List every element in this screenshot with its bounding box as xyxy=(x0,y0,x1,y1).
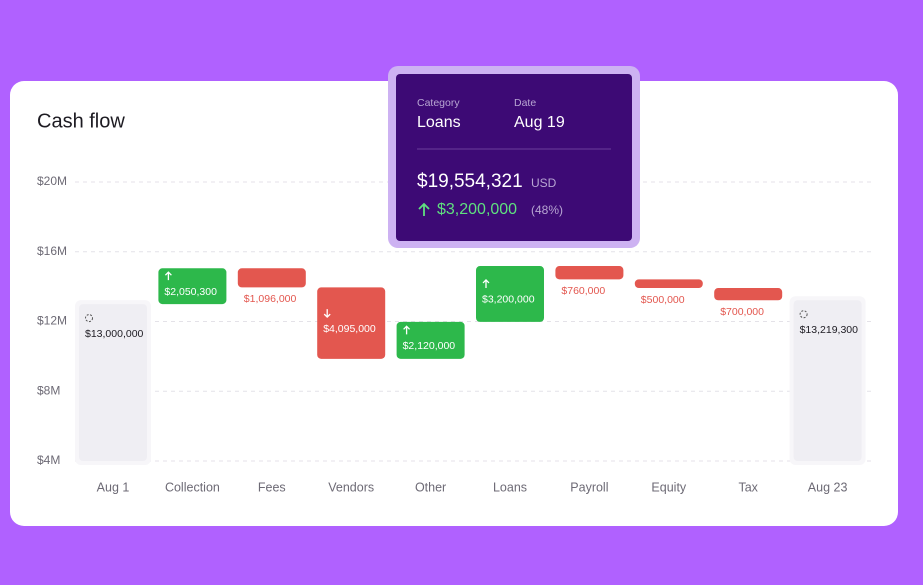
value-label: $760,000 xyxy=(561,285,605,297)
bar xyxy=(396,321,465,359)
x-tick-label: Vendors xyxy=(328,480,374,494)
bar xyxy=(714,288,783,301)
y-tick-label: $12M xyxy=(37,314,67,328)
chart-title: Cash flow xyxy=(37,110,125,132)
x-tick-label: Aug 23 xyxy=(808,480,848,494)
arrow-icon xyxy=(323,309,331,319)
tooltip-change: $3,200,000 xyxy=(437,201,517,218)
value-label: $3,200,000 xyxy=(482,294,535,306)
tooltip-arrow xyxy=(418,202,430,216)
tooltip-currency: USD xyxy=(531,176,557,190)
bar xyxy=(317,287,386,359)
total-icon xyxy=(85,314,93,323)
tooltip: Category Loans Date Aug 19 $19,554,321 U… xyxy=(388,66,640,248)
value-label: $13,219,300 xyxy=(800,324,859,336)
bar xyxy=(634,279,703,289)
x-tick-label: Fees xyxy=(258,480,286,494)
card xyxy=(10,81,898,526)
y-tick-label: $16M xyxy=(37,244,67,258)
x-tick-label: Collection xyxy=(165,480,220,494)
bar xyxy=(476,266,544,322)
bar xyxy=(237,268,306,288)
total-bar xyxy=(79,304,147,461)
y-tick-label: $4M xyxy=(37,453,60,467)
tooltip-change-pct: (48%) xyxy=(531,203,563,217)
tooltip-category: Loans xyxy=(417,114,461,131)
x-tick-label: Aug 1 xyxy=(97,480,130,494)
value-label: $2,050,300 xyxy=(164,286,217,298)
arrow-icon xyxy=(403,325,411,335)
tooltip-box xyxy=(396,74,632,241)
tooltip-category-label: Category xyxy=(417,97,460,109)
y-tick-label: $20M xyxy=(37,174,67,188)
total-icon xyxy=(799,310,808,319)
bar xyxy=(158,268,227,305)
total-bar xyxy=(793,300,862,461)
bar xyxy=(555,266,624,280)
arrow-icon xyxy=(164,271,172,281)
value-label: $2,120,000 xyxy=(403,340,456,352)
x-tick-label: Other xyxy=(415,480,446,494)
plot: $4M $8M $12M $16M $20M Aug 1 $13,000,000 Collec… xyxy=(37,174,872,494)
x-tick-label: Loans xyxy=(493,480,527,494)
tooltip-date-label: Date xyxy=(514,97,536,109)
value-label: $13,000,000 xyxy=(85,328,144,340)
y-tick-label: $8M xyxy=(37,383,60,397)
x-tick-label: Payroll xyxy=(570,480,608,494)
value-label: $500,000 xyxy=(641,294,685,306)
value-label: $1,096,000 xyxy=(244,293,297,305)
tooltip-date: Aug 19 xyxy=(514,114,565,131)
x-tick-label: Equity xyxy=(651,480,686,494)
value-label: $4,095,000 xyxy=(323,323,376,335)
arrow-icon xyxy=(482,279,490,288)
tooltip-amount: $19,554,321 xyxy=(417,171,523,192)
x-tick-label: Tax xyxy=(738,480,758,494)
value-label: $700,000 xyxy=(720,306,764,318)
